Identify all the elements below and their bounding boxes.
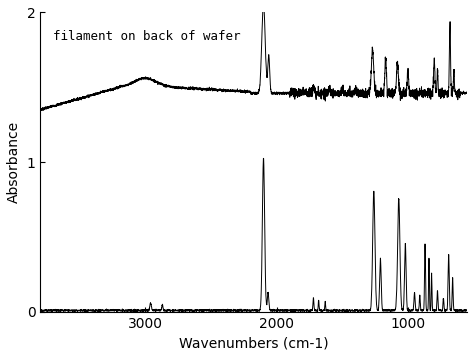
X-axis label: Wavenumbers (cm-1): Wavenumbers (cm-1): [179, 336, 328, 350]
Y-axis label: Absorbance: Absorbance: [7, 121, 21, 203]
Text: filament on back of wafer: filament on back of wafer: [54, 30, 241, 44]
